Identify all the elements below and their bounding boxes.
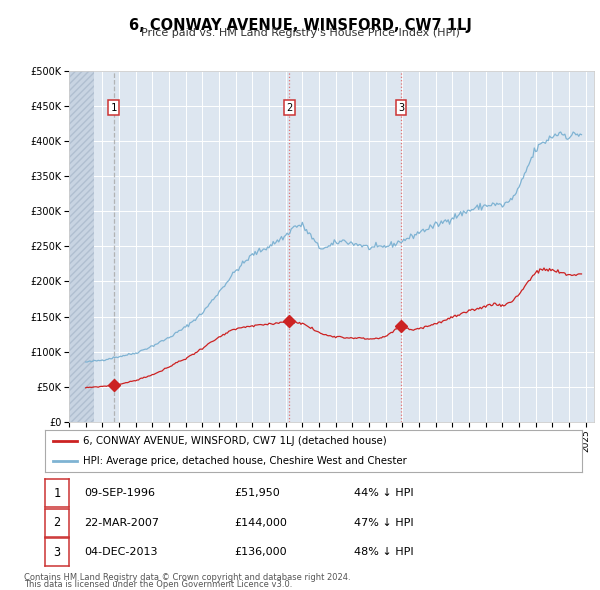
Text: 6, CONWAY AVENUE, WINSFORD, CW7 1LJ (detached house): 6, CONWAY AVENUE, WINSFORD, CW7 1LJ (det…	[83, 436, 386, 446]
Text: 44% ↓ HPI: 44% ↓ HPI	[354, 489, 413, 498]
Bar	[69, 71, 94, 422]
Text: 1: 1	[111, 103, 117, 113]
Text: 3: 3	[53, 546, 61, 559]
Text: 2: 2	[53, 516, 61, 529]
Text: 3: 3	[398, 103, 404, 113]
Text: £136,000: £136,000	[234, 548, 287, 557]
Text: Price paid vs. HM Land Registry's House Price Index (HPI): Price paid vs. HM Land Registry's House …	[140, 28, 460, 38]
Text: 22-MAR-2007: 22-MAR-2007	[84, 518, 159, 527]
Text: This data is licensed under the Open Government Licence v3.0.: This data is licensed under the Open Gov…	[24, 580, 292, 589]
Text: £51,950: £51,950	[234, 489, 280, 498]
Text: 04-DEC-2013: 04-DEC-2013	[84, 548, 157, 557]
Text: 1: 1	[53, 487, 61, 500]
Text: 6, CONWAY AVENUE, WINSFORD, CW7 1LJ: 6, CONWAY AVENUE, WINSFORD, CW7 1LJ	[128, 18, 472, 32]
Text: 09-SEP-1996: 09-SEP-1996	[84, 489, 155, 498]
Text: 48% ↓ HPI: 48% ↓ HPI	[354, 548, 413, 557]
Text: HPI: Average price, detached house, Cheshire West and Chester: HPI: Average price, detached house, Ches…	[83, 455, 406, 466]
Text: 2: 2	[286, 103, 292, 113]
Text: Contains HM Land Registry data © Crown copyright and database right 2024.: Contains HM Land Registry data © Crown c…	[24, 572, 350, 582]
Text: 47% ↓ HPI: 47% ↓ HPI	[354, 518, 413, 527]
Text: £144,000: £144,000	[234, 518, 287, 527]
